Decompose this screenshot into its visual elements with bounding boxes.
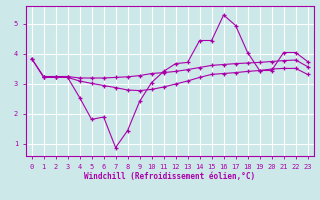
X-axis label: Windchill (Refroidissement éolien,°C): Windchill (Refroidissement éolien,°C) bbox=[84, 172, 255, 181]
